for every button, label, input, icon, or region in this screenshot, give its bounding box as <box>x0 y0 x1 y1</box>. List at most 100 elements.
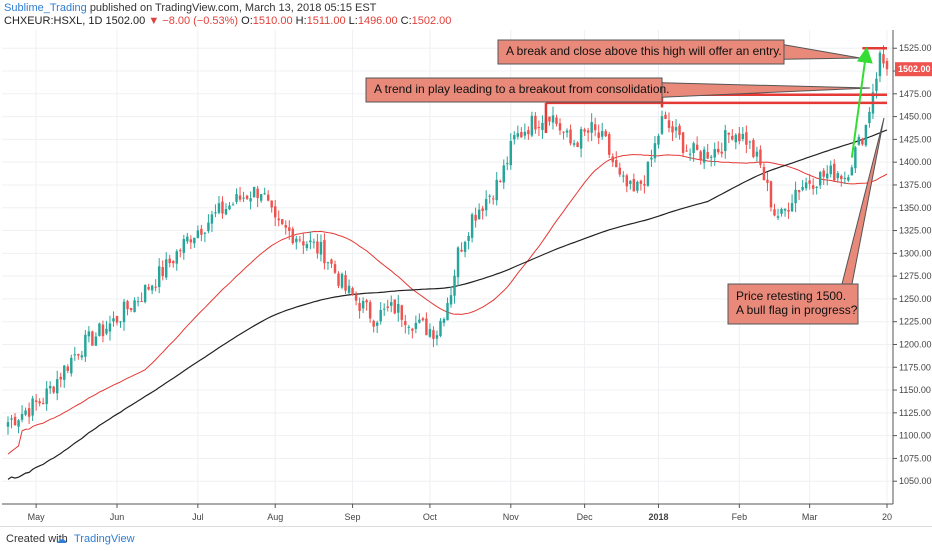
time-tick-label: Mar <box>802 512 818 522</box>
candle <box>98 322 101 337</box>
candle <box>625 173 629 193</box>
candle-body <box>150 285 154 291</box>
candle <box>861 137 864 147</box>
candle-body <box>143 284 147 303</box>
candle <box>340 272 344 290</box>
price-chart[interactable]: A break and close above this high will o… <box>0 30 932 526</box>
candle-body <box>63 365 66 380</box>
candle-body <box>734 134 738 143</box>
candle-body <box>421 318 425 321</box>
candle-body <box>224 208 228 215</box>
candle <box>671 120 674 142</box>
candle <box>653 135 657 163</box>
candle <box>572 139 576 148</box>
candle-body <box>868 111 871 124</box>
candle-body <box>217 203 221 213</box>
candle-body <box>629 180 632 184</box>
candle-body <box>717 148 720 153</box>
price-tick-label: 1450.00 <box>899 112 932 122</box>
candle <box>720 142 723 158</box>
candle <box>481 205 484 220</box>
candle-body <box>193 237 196 244</box>
candle <box>804 177 808 191</box>
tradingview-logo-icon: ☁ <box>56 534 67 546</box>
candle-body <box>397 303 400 313</box>
candle <box>302 232 305 255</box>
candle <box>850 164 854 176</box>
candle-body <box>790 203 794 212</box>
candle <box>189 235 193 250</box>
candle-body <box>319 241 323 255</box>
candle <box>755 146 759 162</box>
candle-body <box>77 354 80 356</box>
candle <box>766 172 769 192</box>
candle <box>288 220 291 240</box>
candle <box>727 132 731 144</box>
candle-body <box>720 151 723 154</box>
candle <box>773 203 776 217</box>
candle-body <box>484 199 488 211</box>
candle <box>428 323 432 338</box>
candle <box>411 327 414 339</box>
time-axis[interactable]: May Jun Jul Aug Sep Oct Nov Dec 2018 Feb Mar 20 <box>2 503 893 522</box>
candle-body <box>52 386 55 393</box>
candle-body <box>804 182 808 189</box>
candle-body <box>428 329 432 337</box>
candle <box>34 393 38 411</box>
candle-body <box>481 208 484 212</box>
candle-body <box>847 177 850 181</box>
candle <box>477 203 481 220</box>
candle-body <box>783 208 787 211</box>
candle-body <box>463 241 467 252</box>
candle-body <box>674 127 678 131</box>
price-tick-label: 1300.00 <box>899 248 932 258</box>
candle-body <box>84 334 87 357</box>
candle <box>734 133 738 150</box>
close-label: C: <box>400 15 412 27</box>
time-tick-label: 20 <box>882 512 892 522</box>
candle <box>305 241 309 251</box>
candle <box>126 299 129 316</box>
price-axis[interactable]: 1050.00 1075.00 1100.00 1125.00 1150.00 1175.… <box>892 30 932 504</box>
candle <box>31 395 34 421</box>
candle-body <box>513 135 516 140</box>
candle-body <box>534 115 537 130</box>
candle <box>242 191 245 203</box>
candle-body <box>685 150 688 152</box>
candle <box>358 297 361 319</box>
price-tick-label: 1350.00 <box>899 203 932 213</box>
candle <box>284 220 287 235</box>
candle <box>636 180 639 194</box>
candle-body <box>713 149 716 158</box>
candle <box>565 128 569 138</box>
candle <box>207 214 210 234</box>
candle <box>94 332 98 346</box>
candle-body <box>133 300 136 313</box>
candle-body <box>527 130 530 135</box>
candle <box>379 301 382 325</box>
candle-body <box>168 258 171 264</box>
candle <box>309 231 312 250</box>
candle <box>323 233 326 270</box>
candle-body <box>724 130 727 152</box>
candle-body <box>681 132 685 153</box>
candle-body <box>27 408 31 417</box>
last-price: 1502.00 <box>105 15 146 27</box>
candle-body <box>228 205 231 210</box>
author-link[interactable]: Sublime_Trading <box>4 2 87 14</box>
candle <box>632 173 636 192</box>
candle-body <box>400 305 404 320</box>
candle-body <box>731 135 734 140</box>
candle <box>13 413 17 426</box>
candle-body <box>516 133 520 137</box>
candle <box>488 194 491 204</box>
price-tick-label: 1325.00 <box>899 226 932 236</box>
candle <box>826 165 829 186</box>
candle <box>797 189 801 201</box>
candle <box>400 304 404 328</box>
down-arrow-icon: ▼ <box>148 15 160 27</box>
tradingview-link[interactable]: TradingView <box>74 533 135 545</box>
candle <box>449 286 453 308</box>
candle-body <box>305 244 309 249</box>
price-tick-label: 1050.00 <box>899 476 932 486</box>
